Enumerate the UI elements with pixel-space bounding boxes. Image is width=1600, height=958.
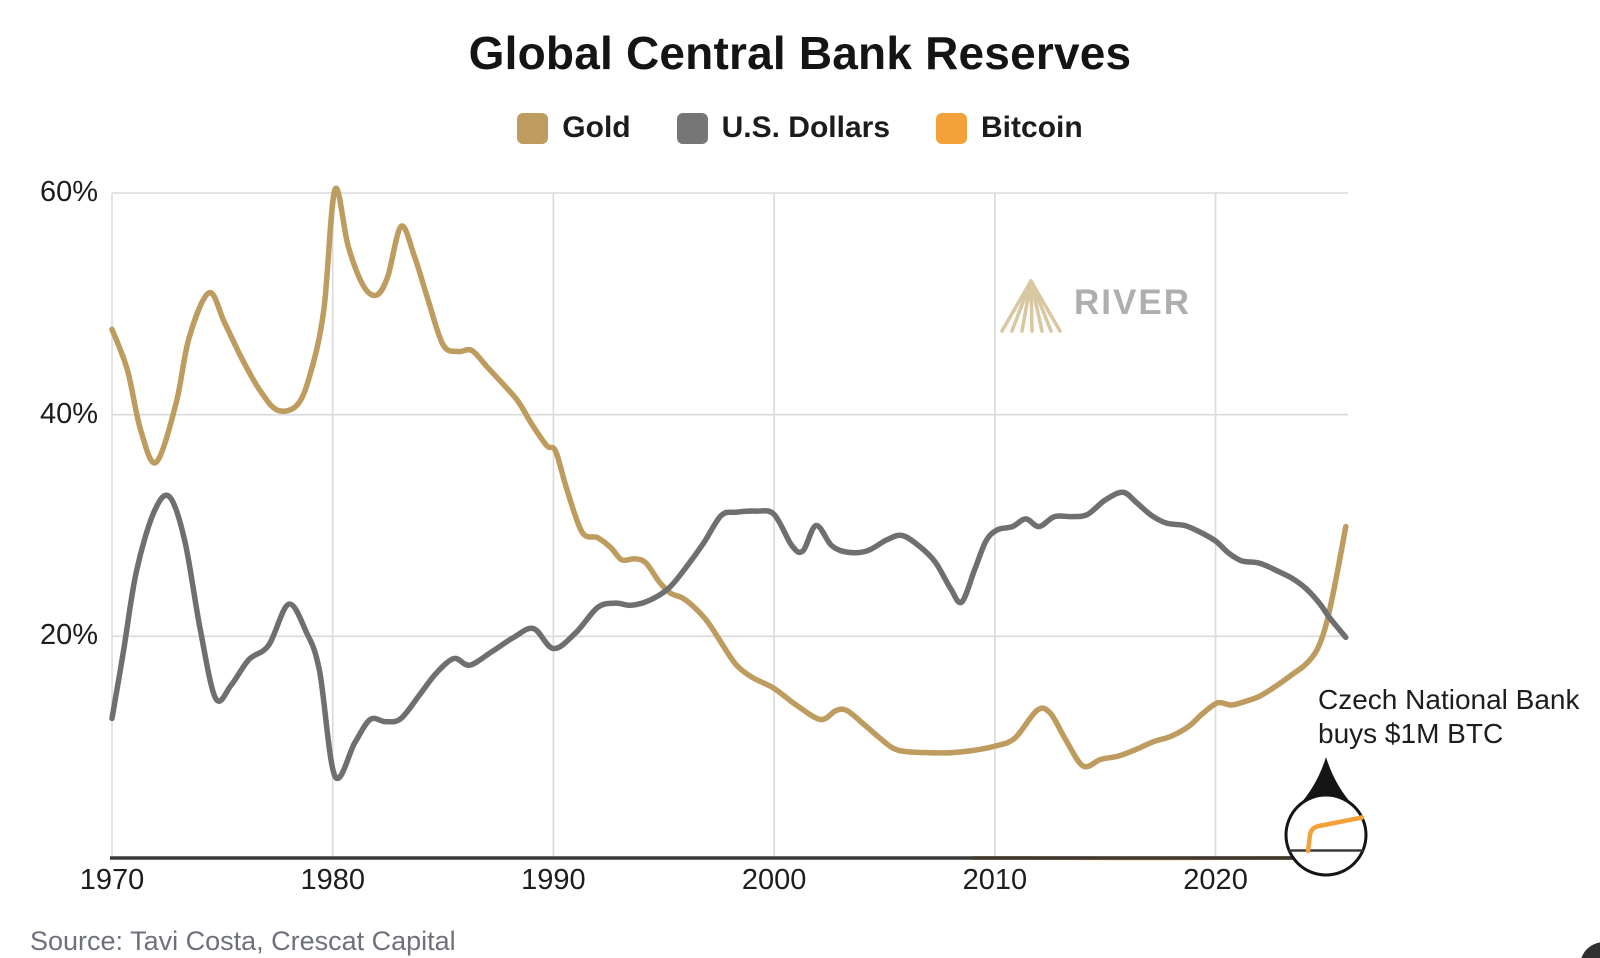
x-tick-label-1970: 1970: [79, 864, 145, 896]
legend-label: U.S. Dollars: [721, 111, 891, 144]
legend-item-bitcoin: Bitcoin: [936, 111, 1083, 145]
y-tick-label-40: 40%: [39, 397, 98, 430]
magnifier-bitcoin-zoom: [1284, 757, 1368, 877]
x-tick-label-2020: 2020: [1183, 864, 1248, 896]
magnifier-teardrop-icon: [1297, 757, 1355, 807]
x-tick-label-1980: 1980: [300, 864, 365, 896]
x-tick-label-1990: 1990: [521, 864, 586, 896]
legend-swatch-gold: [517, 112, 549, 144]
legend: Gold U.S. Dollars Bitcoin: [0, 111, 1600, 145]
magnified-bitcoin-line: [1305, 815, 1365, 854]
x-tick-label-2010: 2010: [962, 864, 1028, 896]
gold-line: [109, 185, 1349, 770]
legend-label: Bitcoin: [981, 111, 1083, 144]
page-title: Global Central Bank Reserves: [468, 27, 1132, 79]
corner-logo-dot: [1581, 942, 1600, 958]
y-tick-label-20: 20%: [39, 619, 98, 652]
river-logo-text: RIVER: [1074, 283, 1191, 322]
u-s-dollars-line: [109, 489, 1349, 782]
source-note: Source: Tavi Costa, Crescat Capital: [30, 926, 456, 956]
legend-swatch-bitcoin: [936, 112, 968, 144]
annotation-czech-national-bank: Czech National Bank buys $1M BTC: [1318, 683, 1579, 751]
magnifier-lens: [1284, 793, 1368, 877]
annotation-line-2: buys $1M BTC: [1318, 718, 1504, 749]
legend-item-u-s-dollars: U.S. Dollars: [676, 111, 891, 145]
annotation-line-1: Czech National Bank: [1318, 684, 1580, 715]
legend-label: Gold: [562, 111, 631, 144]
y-tick-label-60: 60%: [39, 176, 98, 208]
x-tick-label-2000: 2000: [741, 864, 807, 896]
legend-item-gold: Gold: [517, 111, 631, 145]
legend-swatch-u-s-dollars: [676, 112, 708, 144]
river-logo-icon: [1000, 279, 1062, 333]
